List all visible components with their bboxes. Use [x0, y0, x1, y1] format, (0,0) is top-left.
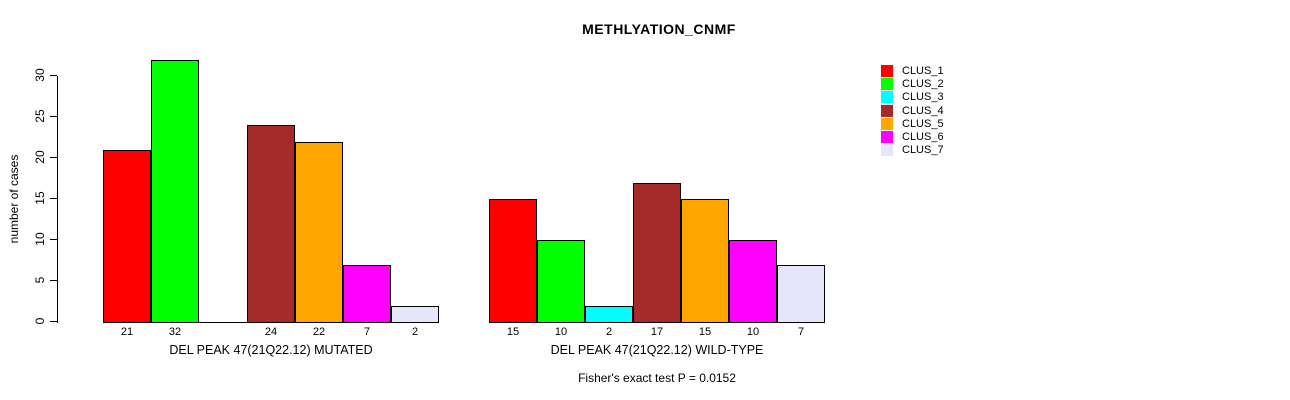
bar-clus_1-group1 [103, 150, 151, 323]
legend-label: CLUS_5 [902, 117, 944, 130]
chart-title: METHLYATION_CNMF [582, 21, 736, 37]
y-tick-5 [50, 280, 57, 281]
bar-clus_2-group1 [151, 60, 199, 323]
y-tick-label-25: 25 [33, 109, 47, 123]
bar-clus_6-group1 [343, 265, 391, 323]
legend-item-clus-1: CLUS_1 [881, 64, 944, 77]
legend-item-clus-3: CLUS_3 [881, 91, 944, 104]
y-tick-label-10: 10 [33, 232, 47, 246]
group-label-wildtype: DEL PEAK 47(21Q22.12) WILD-TYPE [550, 343, 764, 357]
bar-clus_7-group1 [391, 306, 439, 323]
legend: CLUS_1 CLUS_2 CLUS_3 CLUS_4 CLUS_5 CLUS_… [881, 64, 944, 157]
y-tick-10 [50, 239, 57, 240]
fisher-test-annotation: Fisher's exact test P = 0.0152 [578, 371, 736, 385]
bar-clus_2-group2 [537, 240, 585, 323]
bar-value-label: 2 [411, 326, 419, 338]
legend-swatch-clus-6 [881, 131, 893, 144]
bar-value-label: 17 [650, 326, 664, 338]
y-tick-label-0: 0 [33, 317, 47, 325]
legend-swatch-clus-4 [881, 104, 893, 117]
bar-clus_3-group1-zero [199, 322, 247, 323]
bar-clus_7-group2 [777, 265, 825, 323]
legend-swatch-clus-2 [881, 77, 893, 90]
y-tick-15 [50, 198, 57, 199]
y-tick-label-5: 5 [33, 276, 47, 284]
bar-value-label: 10 [746, 326, 760, 338]
bar-value-label: 10 [554, 326, 568, 338]
y-tick-label-15: 15 [33, 191, 47, 205]
legend-label: CLUS_2 [902, 77, 944, 90]
legend-label: CLUS_7 [902, 144, 944, 157]
bar-value-label: 32 [168, 326, 182, 338]
legend-item-clus-7: CLUS_7 [881, 144, 944, 157]
y-tick-label-20: 20 [33, 150, 47, 164]
bar-value-label: 21 [120, 326, 134, 338]
bar-clus_1-group2 [489, 199, 537, 323]
y-axis-label: number of cases [7, 154, 21, 244]
bar-value-label: 24 [264, 326, 278, 338]
bar-clus_4-group1 [247, 125, 295, 323]
legend-item-clus-4: CLUS_4 [881, 104, 944, 117]
y-axis-line [57, 76, 58, 323]
y-tick-25 [50, 116, 57, 117]
y-tick-0 [50, 321, 57, 322]
legend-item-clus-2: CLUS_2 [881, 77, 944, 90]
bar-clus_5-group1 [295, 142, 343, 323]
legend-swatch-clus-3 [881, 91, 893, 104]
legend-label: CLUS_4 [902, 104, 944, 117]
legend-item-clus-5: CLUS_5 [881, 117, 944, 130]
bar-value-label: 15 [506, 326, 520, 338]
y-tick-label-30: 30 [33, 68, 47, 82]
bar-value-label: 7 [797, 326, 805, 338]
bar-clus_5-group2 [681, 199, 729, 323]
legend-label: CLUS_1 [902, 64, 944, 77]
bar-value-label: 2 [605, 326, 613, 338]
legend-label: CLUS_3 [902, 91, 944, 104]
legend-swatch-clus-7 [881, 144, 893, 157]
legend-item-clus-6: CLUS_6 [881, 130, 944, 144]
bar-clus_4-group2 [633, 183, 681, 323]
bar-value-label: 22 [312, 326, 326, 338]
bar-clus_6-group2 [729, 240, 777, 323]
legend-label: CLUS_6 [902, 131, 944, 144]
y-tick-20 [50, 157, 57, 158]
legend-swatch-clus-5 [881, 117, 893, 130]
y-tick-30 [50, 75, 57, 76]
bar-value-label: 15 [698, 326, 712, 338]
bar-value-label: 7 [363, 326, 371, 338]
legend-swatch-clus-1 [881, 64, 893, 77]
bar-clus_3-group2 [585, 306, 633, 323]
group-label-mutated: DEL PEAK 47(21Q22.12) MUTATED [169, 343, 373, 357]
